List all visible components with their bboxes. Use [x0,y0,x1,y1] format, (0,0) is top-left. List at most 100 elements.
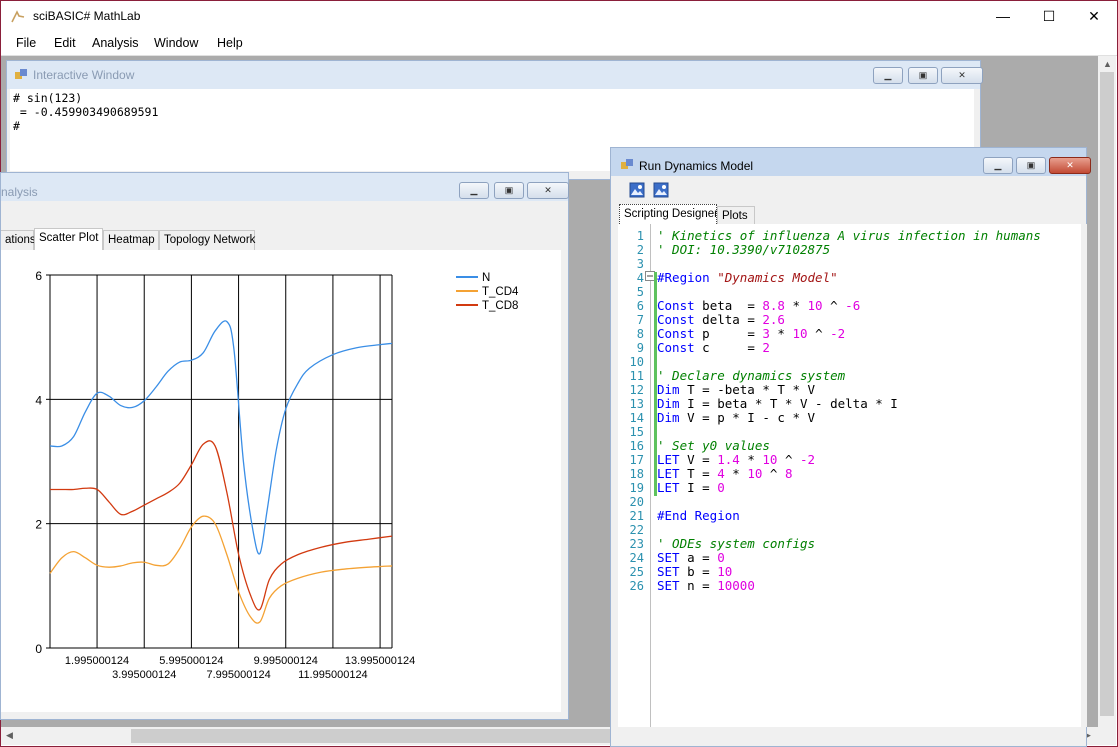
close-button[interactable]: ✕ [1088,8,1100,24]
code-token: 10 [747,466,763,481]
scroll-left-icon[interactable]: ◀ [6,730,13,740]
code-token: Dim [657,410,680,425]
code-token: Const [657,298,695,313]
code-token: 8 [784,466,793,481]
code-token: V = p * I - c * V [679,410,816,425]
line-number: 1 [636,229,644,243]
menu-help[interactable]: Help [217,36,243,50]
code-token: I = beta * T * V - delta * I [679,396,898,411]
tab-scripting-designer[interactable]: Scripting Designer [619,204,718,226]
code-token: SET [657,564,680,579]
tab-plots[interactable]: Plots [717,206,755,226]
console-line: # sin(123) [13,91,83,105]
code-token: SET [657,550,680,565]
code-token: 8.8 [762,298,785,313]
export-image-icon[interactable] [653,182,669,198]
code-token: c = [694,340,763,355]
line-number: 16 [629,439,644,453]
child-restore-button[interactable]: ▣ [908,67,938,84]
x-tick-label: 7.995000124 [206,669,270,681]
line-number: 8 [636,327,644,341]
vertical-scroll-thumb[interactable] [1100,72,1114,716]
window-icon [15,69,27,79]
y-tick-label: 2 [35,518,42,532]
child-minimize-button[interactable]: ▁ [459,182,489,199]
line-number: 14 [629,411,644,425]
vertical-scrollbar[interactable]: ▲ [1098,56,1116,727]
line-number: 4 [636,271,644,285]
y-tick-label: 4 [35,393,42,407]
tab-operations[interactable]: ations [1,230,36,250]
child-close-button[interactable]: ✕ [941,67,983,84]
menu-window[interactable]: Window [154,36,199,50]
minimize-button[interactable]: — [996,8,1010,24]
code-token: delta = [694,312,763,327]
tab-heatmap[interactable]: Heatmap [103,230,159,250]
code-token: T = [679,466,718,481]
line-number: 21 [629,509,644,523]
child-restore-button[interactable]: ▣ [494,182,524,199]
menu-bar: File Edit Analysis Window Help [1,32,1117,56]
menu-file[interactable]: File [16,36,37,50]
child-minimize-button[interactable]: ▁ [983,157,1013,174]
code-token: 10000 [717,578,755,593]
interactive-window-titlebar[interactable]: Interactive Window ▁ ▣ ✕ [7,61,983,89]
code-token: 10 [717,564,733,579]
scroll-corner [1098,727,1116,745]
code-editor[interactable]: 1 2 3 4 5 6 7 8 9 10 11 12 13 14 15 16 17 18 19 20 21 22 23 24 2… [618,224,1081,727]
maximize-button[interactable]: ☐ [1042,8,1056,24]
title-bar: sciBASIC# MathLab — ☐ ✕ [1,1,1117,32]
child-restore-button[interactable]: ▣ [1016,157,1046,174]
line-number: 3 [636,257,644,271]
code-line: Const delta = 2.6 [657,312,785,327]
interactive-window: Interactive Window ▁ ▣ ✕ # sin(123) = -0… [6,60,983,180]
line-number: 5 [636,285,644,299]
code-token: LET [657,480,680,495]
code-line: Const p = 3 * 10 ^ -2 [657,326,845,341]
line-number: 26 [629,579,644,593]
code-token: p = [694,326,763,341]
tab-scatter-plot[interactable]: Scatter Plot [34,228,103,250]
tab-topology-network[interactable]: Topology Network [159,230,255,250]
line-number: 18 [629,467,644,481]
code-line: ' Declare dynamics system [657,368,845,383]
scroll-right-icon[interactable]: ▶ [1084,730,1091,740]
line-number: 7 [636,313,644,327]
code-line: Dim V = p * I - c * V [657,410,815,425]
line-number: 23 [629,537,644,551]
x-tick-label: 13.995000124 [345,655,415,667]
code-token: 1.4 [717,452,740,467]
code-token: Const [657,312,695,327]
code-token: ' Kinetics of influenza A virus infectio… [657,228,1041,243]
scroll-up-icon[interactable]: ▲ [1103,59,1112,69]
scatter-plot-chart[interactable]: 0 2 4 6 1.995000124 3.995000124 5.995000124 7.9… [1,250,561,712]
code-token: Dim [657,382,680,397]
code-line: #Region "Dynamics Model" [657,270,838,285]
code-token: ' Set y0 values [657,438,770,453]
child-close-button[interactable]: ✕ [1049,157,1091,174]
code-token: 0 [717,480,725,495]
code-line: SET b = 10 [657,564,732,579]
code-token: T = -beta * T * V [679,382,816,397]
analysis-window-titlebar[interactable]: nalysis ▁ ▣ ✕ [1,173,569,201]
console-line: # [13,119,20,133]
child-close-button[interactable]: ✕ [527,182,569,199]
code-line: LET V = 1.4 * 10 ^ -2 [657,452,815,467]
dynamics-window-titlebar[interactable]: Run Dynamics Model ▁ ▣ ✕ [611,148,1091,176]
line-number: 17 [629,453,644,467]
code-token: 10 [762,452,778,467]
code-token: #End Region [657,508,740,523]
menu-analysis[interactable]: Analysis [92,36,139,50]
x-tick-label: 3.995000124 [112,669,176,681]
code-line: Const c = 2 [657,340,770,355]
interactive-window-title: Interactive Window [33,68,135,82]
code-token: ^ [777,452,801,467]
code-token: * [724,466,748,481]
code-token: 4 [717,466,725,481]
code-token: a = [679,550,718,565]
code-token: -2 [800,452,816,467]
menu-edit[interactable]: Edit [54,36,76,50]
open-image-icon[interactable] [629,182,645,198]
child-minimize-button[interactable]: ▁ [873,67,903,84]
code-token: ' Declare dynamics system [657,368,846,383]
